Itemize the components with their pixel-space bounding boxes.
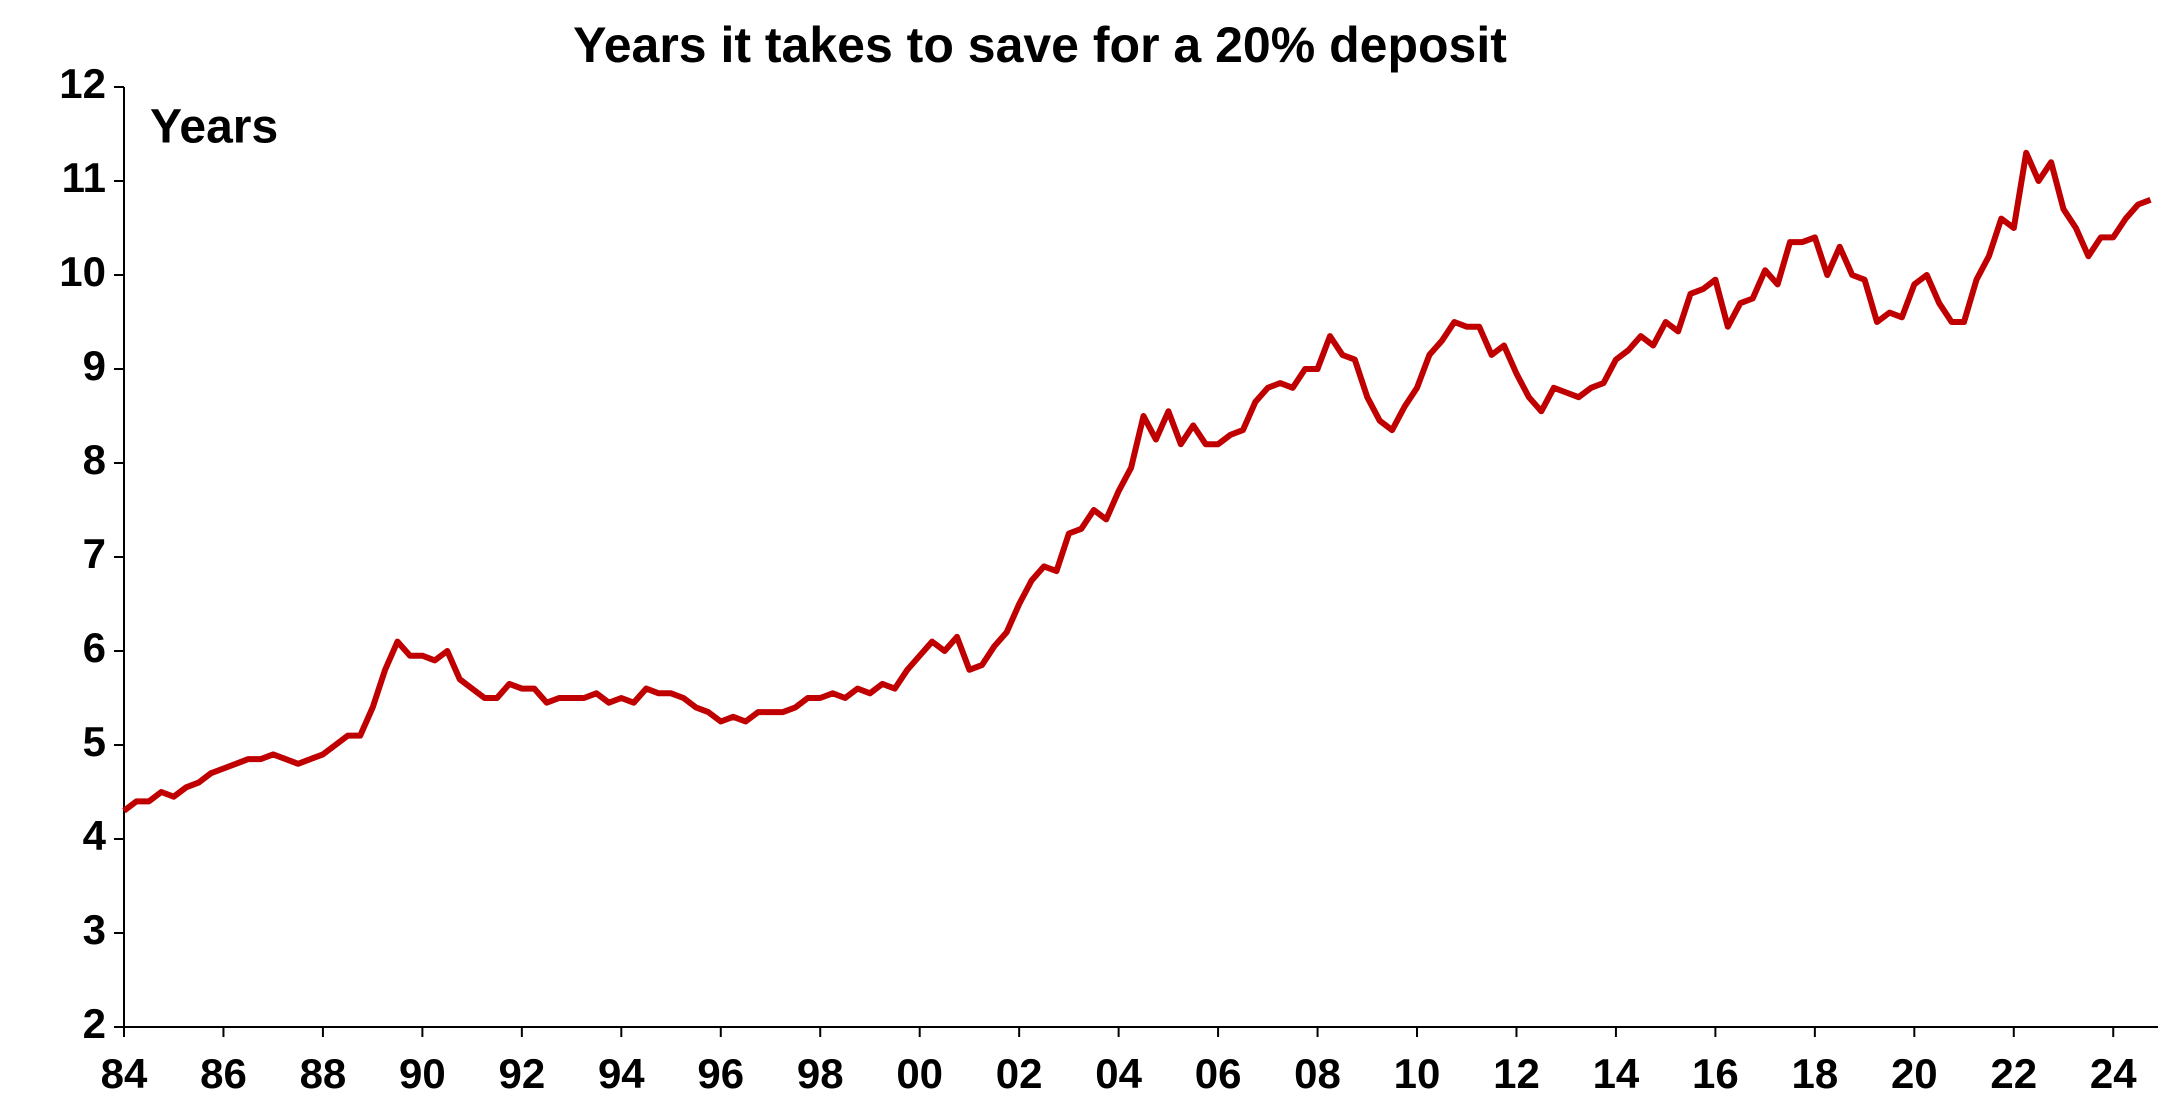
x-tick-label: 96 <box>697 1050 744 1097</box>
data-line <box>122 149 2152 814</box>
x-tick-label: 12 <box>1493 1050 1540 1097</box>
x-tick-label: 16 <box>1692 1050 1739 1097</box>
y-tick-label: 5 <box>83 718 106 765</box>
y-tick-label: 6 <box>83 624 106 671</box>
x-tick-label: 06 <box>1195 1050 1242 1097</box>
x-tick-label: 94 <box>598 1050 645 1097</box>
x-tick-label: 98 <box>797 1050 844 1097</box>
y-tick-label: 9 <box>83 342 106 389</box>
x-tick-label: 04 <box>1095 1050 1142 1097</box>
x-tick-label: 90 <box>399 1050 446 1097</box>
y-tick-label: 7 <box>83 530 106 577</box>
x-tick-label: 08 <box>1294 1050 1341 1097</box>
y-tick-label: 10 <box>59 248 106 295</box>
y-tick-label: 4 <box>83 812 107 859</box>
x-tick-label: 92 <box>498 1050 545 1097</box>
x-tick-label: 14 <box>1593 1050 1640 1097</box>
y-tick-label: 8 <box>83 436 106 483</box>
x-tick-label: 88 <box>300 1050 347 1097</box>
y-tick-label: 11 <box>62 154 106 201</box>
chart-title: Years it takes to save for a 20% deposit <box>573 17 1507 73</box>
y-tick-label: 12 <box>59 60 106 107</box>
annotation: Years <box>150 101 278 154</box>
y-tick-label: 3 <box>83 906 106 953</box>
x-tick-label: 10 <box>1394 1050 1441 1097</box>
x-tick-label: 84 <box>101 1050 148 1097</box>
x-tick-label: 86 <box>200 1050 247 1097</box>
x-tick-label: 00 <box>896 1050 943 1097</box>
x-tick-label: 24 <box>2090 1050 2137 1097</box>
x-tick-label: 22 <box>1990 1050 2037 1097</box>
x-tick-label: 02 <box>996 1050 1043 1097</box>
x-tick-label: 20 <box>1891 1050 1938 1097</box>
x-tick-label: 18 <box>1791 1050 1838 1097</box>
y-tick-label: 2 <box>83 1000 106 1047</box>
